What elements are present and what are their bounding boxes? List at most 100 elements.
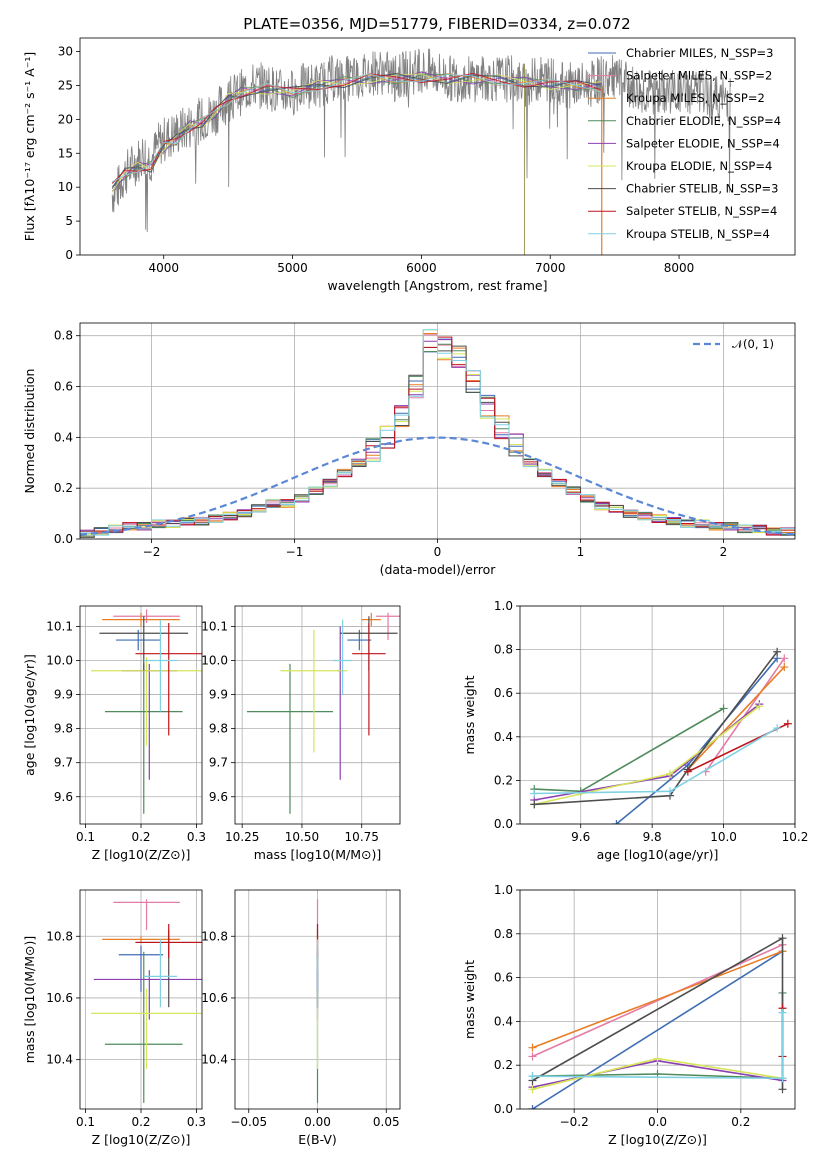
mass-weight-line [532, 944, 783, 1058]
mass-weight-marker [528, 1072, 537, 1081]
x-tick-label: 10.50 [285, 830, 319, 844]
model-fit-line [111, 71, 602, 192]
mass-weight-line [534, 703, 760, 801]
x-tick-label: 9.8 [643, 830, 662, 844]
x-tick-label: 0.05 [373, 1115, 400, 1129]
mass-weight-line [532, 950, 783, 1049]
mass-weight-marker [783, 719, 792, 728]
y-tick-label: 10.0 [201, 654, 228, 668]
mass-weight-marker [778, 1008, 787, 1017]
x-tick-label: 2 [720, 545, 728, 559]
model-fit-line [111, 73, 602, 193]
axes-frame [234, 889, 401, 1110]
model-fit-line [111, 72, 602, 189]
x-tick-label: −0.2 [560, 1115, 589, 1129]
y-tick-label: 1.0 [494, 883, 513, 897]
y-tick-label: 10.6 [201, 991, 228, 1005]
model-fit-line [111, 73, 602, 187]
y-tick-label: 0.2 [54, 481, 73, 495]
model-fit-line [111, 73, 602, 183]
residual-histogram [80, 329, 795, 536]
x-tick-label: 0.2 [731, 1115, 750, 1129]
y-axis-label: Normed distribution [22, 369, 37, 494]
y-tick-label: 15 [58, 146, 73, 160]
x-tick-label: 9.6 [571, 830, 590, 844]
legend-entry: Kroupa ELODIE, N_SSP=4 [626, 159, 772, 173]
panel-age_vs_mass: 10.25 10.50 10.75 9.6 9.7 9.8 9.9 10.0 10.1 mass … [201, 605, 401, 862]
plot-area-age_vs_mass [246, 612, 400, 814]
panel-spectrum: 4000 5000 6000 7000 8000 0 5 10 15 20 25 30 waveleng… [22, 37, 796, 293]
y-tick-label: 30 [58, 45, 73, 59]
mass-weight-marker [612, 820, 621, 824]
mass-weight-line [532, 950, 783, 1109]
panel-massweight_vs_Z: −0.2 0.0 0.2 0.0 0.2 0.4 0.6 0.8 1.0 Z [log10(Z/Z… [462, 883, 796, 1147]
y-axis-label: age [log10(age/yr)] [22, 654, 37, 776]
plot-area-spectrum [111, 48, 731, 255]
x-axis-label: mass [log10(M/M⊙)] [254, 847, 382, 862]
x-axis-label: Z [log10(Z/Z⊙)] [92, 1132, 191, 1147]
y-tick-label: 9.8 [209, 722, 228, 736]
y-tick-label: 0.4 [54, 430, 73, 444]
axes-frame [519, 605, 796, 825]
figure-title: PLATE=0356, MJD=51779, FIBERID=0334, z=0… [243, 15, 630, 33]
y-tick-label: 10.0 [46, 654, 73, 668]
y-tick-label: 9.6 [54, 790, 73, 804]
x-axis-label: E(B-V) [298, 1132, 337, 1147]
y-tick-label: 10.1 [46, 619, 73, 633]
axes-frame [79, 37, 796, 256]
x-tick-label: −2 [143, 545, 161, 559]
y-tick-label: 0.6 [494, 686, 513, 700]
x-tick-label: 10.0 [710, 830, 737, 844]
y-tick-label: 10.8 [46, 929, 73, 943]
axes-frame [234, 605, 401, 825]
y-tick-label: 9.6 [209, 790, 228, 804]
y-tick-label: 9.8 [54, 722, 73, 736]
mass-weight-marker [528, 1085, 537, 1094]
y-axis-label: mass weight [462, 960, 477, 1039]
y-axis-label: mass weight [462, 675, 477, 754]
y-tick-label: 10.6 [46, 991, 73, 1005]
y-tick-label: 0.6 [494, 971, 513, 985]
legend-entry: Chabrier MILES, N_SSP=3 [626, 46, 773, 60]
y-tick-label: 0 [65, 248, 73, 262]
x-tick-label: 1 [577, 545, 585, 559]
plot-area-massweight_vs_Z [528, 934, 787, 1109]
y-tick-label: 20 [58, 112, 73, 126]
y-tick-label: 0.8 [494, 927, 513, 941]
x-tick-label: 10.25 [225, 830, 259, 844]
axes-frame [519, 889, 796, 1110]
x-tick-label: 5000 [277, 261, 308, 275]
x-tick-label: 0.2 [131, 830, 150, 844]
mass-weight-marker [778, 1085, 787, 1094]
y-tick-label: 0.2 [494, 1058, 513, 1072]
y-tick-label: 0.4 [494, 730, 513, 744]
panel-massweight_vs_age: 9.6 9.8 10.0 10.2 0.0 0.2 0.4 0.6 0.8 1.0 age [log… [462, 599, 808, 862]
y-tick-label: 0.2 [494, 773, 513, 787]
y-tick-label: 5 [65, 214, 73, 228]
x-axis-label: age [log10(age/yr)] [597, 847, 719, 862]
mass-weight-marker [778, 934, 787, 943]
mass-weight-marker [530, 800, 539, 809]
mass-weight-marker [719, 704, 728, 713]
plot-area-mass_vs_Z [91, 899, 202, 1103]
mass-weight-marker [666, 787, 674, 796]
x-tick-label: 0.0 [648, 1115, 667, 1129]
mass-weight-marker [755, 702, 764, 711]
y-tick-label: 9.9 [209, 688, 228, 702]
x-tick-label: 0 [434, 545, 442, 559]
x-tick-label: 0.00 [304, 1115, 331, 1129]
legend-entry: Salpeter STELIB, N_SSP=4 [626, 204, 777, 218]
y-tick-label: 1.0 [494, 599, 513, 613]
x-tick-label: 0.3 [187, 830, 206, 844]
model-fit-line [111, 72, 602, 184]
axes-frame [79, 322, 796, 540]
legend-entry: Chabrier ELODIE, N_SSP=4 [626, 114, 781, 128]
y-tick-label: 10.4 [201, 1053, 228, 1067]
x-axis-label: (data-model)/error [380, 562, 497, 577]
x-tick-label: 6000 [406, 261, 437, 275]
x-tick-label: 0.3 [187, 1115, 206, 1129]
mass-weight-line [534, 707, 725, 793]
mass-weight-marker [530, 789, 539, 798]
x-axis-label: Z [log10(Z/Z⊙)] [608, 1132, 707, 1147]
